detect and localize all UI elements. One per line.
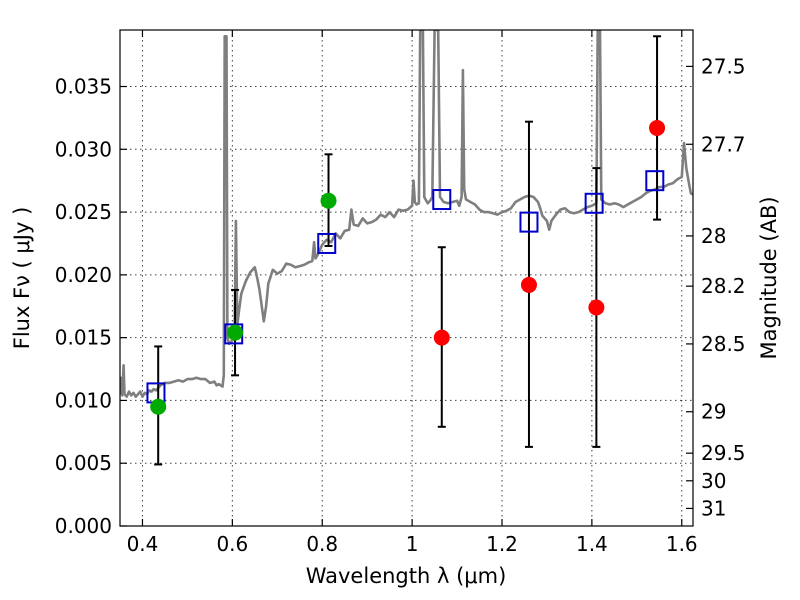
model-photometry-square bbox=[584, 192, 604, 214]
plot-frame bbox=[119, 29, 694, 527]
model-photometry-square bbox=[317, 232, 337, 254]
y-tick-label: 0.020 bbox=[55, 263, 112, 287]
model-photometry-square bbox=[432, 189, 452, 211]
x-tick-label: 0.8 bbox=[306, 532, 338, 556]
y2-tick-label: 27.7 bbox=[701, 132, 746, 156]
upper-limit-point bbox=[649, 119, 666, 136]
y-tick-label: 0.010 bbox=[55, 388, 112, 412]
y-tick-label: 0.005 bbox=[55, 451, 112, 475]
upper-limit-point bbox=[433, 329, 450, 346]
upper-limit-point bbox=[588, 299, 605, 316]
detection-point bbox=[227, 324, 244, 341]
y-tick-label: 0.035 bbox=[55, 75, 112, 99]
x-tick-label: 1.2 bbox=[486, 532, 518, 556]
y2-tick-label: 27.5 bbox=[701, 54, 746, 78]
y2-tick-label: 28.2 bbox=[701, 274, 746, 298]
plot-area bbox=[120, 30, 693, 466]
model-photometry-square bbox=[645, 170, 665, 192]
detection-point bbox=[320, 192, 337, 209]
y2-tick-label: 30 bbox=[701, 469, 726, 493]
axis-ticks bbox=[120, 30, 693, 527]
x-tick-label: 0.6 bbox=[216, 532, 248, 556]
model-photometry-square bbox=[519, 211, 539, 233]
x-tick-label: 0.4 bbox=[127, 532, 159, 556]
y-tick-label: 0.030 bbox=[55, 137, 112, 161]
y2-tick-label: 29 bbox=[701, 400, 726, 424]
x-tick-label: 1 bbox=[406, 532, 419, 556]
x-tick-label: 1.4 bbox=[576, 532, 608, 556]
y-tick-label: 0.025 bbox=[55, 200, 112, 224]
x-tick-label: 1.6 bbox=[666, 532, 698, 556]
y2-axis-label: Magnitude (AB) bbox=[757, 196, 781, 359]
y-tick-label: 0.000 bbox=[55, 514, 112, 538]
y-tick-label: 0.015 bbox=[55, 326, 112, 350]
tick-labels: 0.4 0.6 0.8 1 1.2 1.4 1.6 0.000 0.005 0.010 0.015 0… bbox=[55, 54, 746, 556]
y2-tick-label: 29.5 bbox=[701, 441, 746, 465]
detection-point bbox=[150, 398, 167, 415]
y-axis-label: Flux Fν ( μJy ) bbox=[10, 207, 34, 350]
y2-tick-label: 28.5 bbox=[701, 332, 746, 356]
y2-tick-label: 28 bbox=[701, 224, 726, 248]
x-axis-label: Wavelength λ (μm) bbox=[306, 564, 507, 588]
y2-tick-label: 31 bbox=[701, 496, 726, 520]
upper-limit-point bbox=[520, 276, 537, 293]
